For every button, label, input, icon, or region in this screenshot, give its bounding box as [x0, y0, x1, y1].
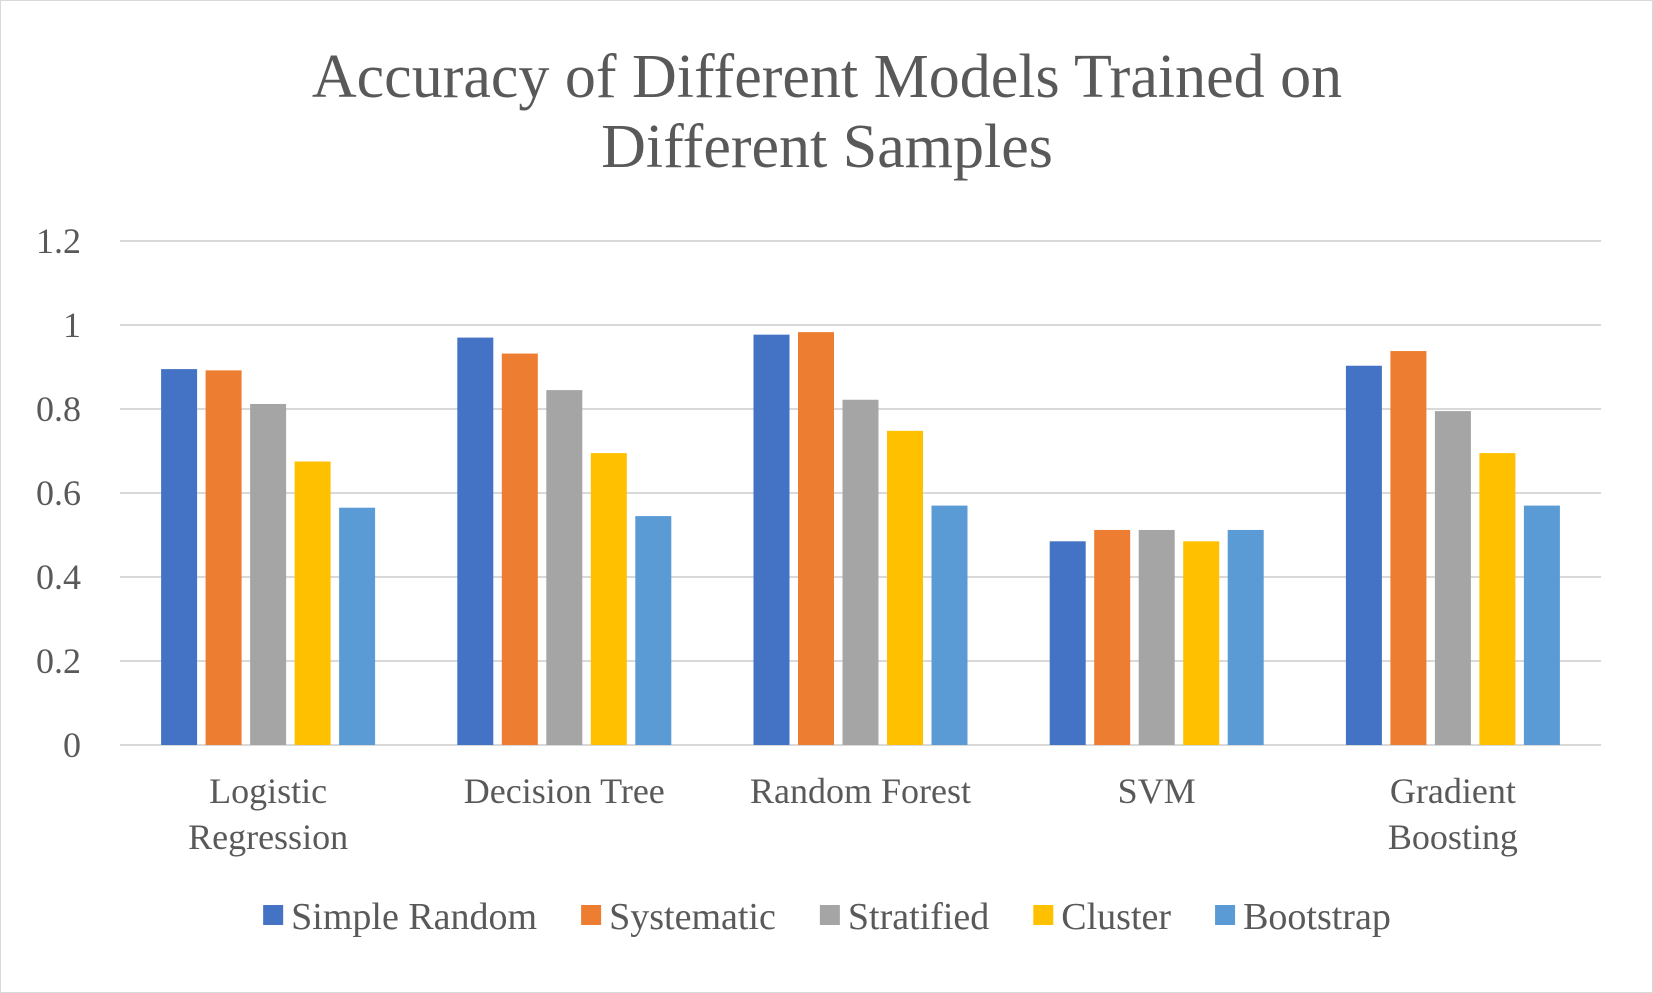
legend-swatch — [1215, 905, 1236, 925]
legend-label: Simple Random — [291, 896, 537, 938]
y-tick-label: 0.8 — [36, 389, 81, 429]
y-tick-label: 0.4 — [36, 557, 81, 597]
bar-cluster — [1183, 541, 1220, 745]
x-tick-label: Gradient — [1390, 771, 1516, 811]
x-tick-label: Random Forest — [750, 771, 971, 811]
bar-systematic — [501, 353, 538, 745]
y-tick-label: 1 — [63, 305, 81, 345]
bar-cluster — [590, 453, 627, 745]
y-tick-label: 0.6 — [36, 473, 81, 513]
legend-item: Cluster — [1033, 896, 1171, 938]
legend-item: Stratified — [819, 896, 989, 938]
legend-item: Systematic — [581, 896, 776, 938]
x-tick-label: SVM — [1118, 771, 1196, 811]
y-tick-label: 1.2 — [36, 221, 81, 261]
y-tick-label: 0 — [63, 725, 81, 765]
legend-label: Stratified — [848, 896, 989, 938]
bar-bootstrap — [339, 507, 376, 745]
bar-stratified — [1138, 529, 1175, 745]
bar-cluster — [294, 461, 331, 745]
bar-cluster — [887, 430, 923, 745]
legend-label: Cluster — [1061, 896, 1171, 938]
bar-bootstrap — [1227, 529, 1264, 745]
x-tick-label: Logistic — [209, 771, 327, 811]
bar-systematic — [1094, 529, 1131, 745]
legend-item: Bootstrap — [1215, 896, 1391, 938]
bar-simple-random — [161, 369, 198, 745]
bar-simple-random — [1049, 541, 1086, 745]
bar-systematic — [1390, 351, 1427, 745]
chart-title-line: Accuracy of Different Models Trained on — [312, 43, 1342, 111]
bar-bootstrap — [1523, 505, 1560, 745]
bar-stratified — [1434, 411, 1471, 745]
bar-systematic — [205, 370, 242, 745]
bar-simple-random — [1345, 365, 1382, 745]
x-tick-label: Regression — [188, 817, 348, 857]
legend-item: Simple Random — [263, 896, 537, 938]
legend-swatch — [1033, 905, 1054, 925]
bar-stratified — [842, 399, 879, 745]
legend: Simple Random Systematic Stratified Cluster… — [263, 896, 1391, 938]
bar-stratified — [546, 390, 583, 745]
bar-bootstrap — [635, 516, 672, 745]
y-axis-ticks: 0 0.2 0.4 0.6 0.8 1 1.2 — [36, 221, 81, 765]
bar-stratified — [250, 403, 287, 745]
legend-swatch — [581, 905, 602, 925]
x-axis-ticks: Logistic Regression Decision Tree Random Fo… — [188, 771, 1518, 857]
bar-bootstrap — [931, 505, 968, 745]
legend-label: Systematic — [609, 896, 776, 938]
chart-title-line: Different Samples — [601, 113, 1053, 181]
bar-cluster — [1479, 453, 1516, 745]
bar-systematic — [798, 332, 834, 745]
bar-simple-random — [753, 334, 790, 745]
x-tick-label: Boosting — [1388, 817, 1518, 857]
bar-simple-random — [457, 337, 494, 745]
chart-title: Accuracy of Different Models Trained onD… — [312, 43, 1342, 181]
legend-swatch — [819, 905, 840, 925]
y-tick-label: 0.2 — [36, 641, 81, 681]
x-tick-label: Decision Tree — [464, 771, 665, 811]
legend-label: Bootstrap — [1243, 896, 1391, 938]
bars — [161, 332, 1560, 745]
legend-swatch — [263, 905, 284, 925]
